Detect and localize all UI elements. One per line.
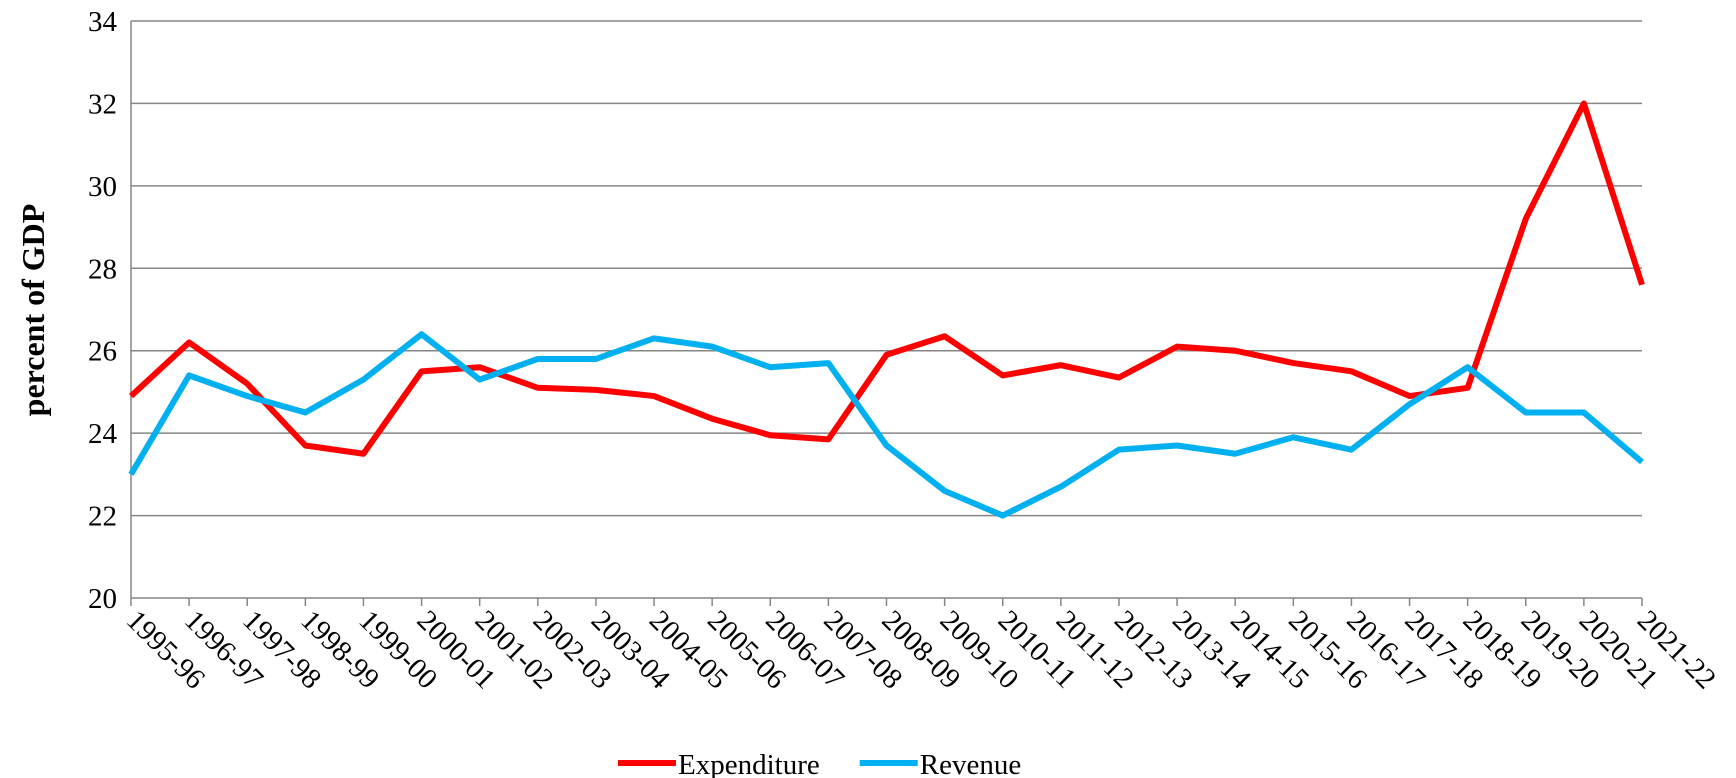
y-tick-label: 30 bbox=[88, 171, 117, 203]
y-tick-label: 28 bbox=[88, 253, 117, 285]
y-tick-label: 20 bbox=[88, 583, 117, 615]
y-tick-label: 32 bbox=[88, 88, 117, 120]
series-line bbox=[128, 100, 1645, 457]
legend-label: Expenditure bbox=[678, 749, 820, 778]
y-tick-label: 24 bbox=[88, 418, 118, 450]
legend-label: Revenue bbox=[920, 749, 1021, 778]
series-line bbox=[128, 331, 1644, 519]
y-tick-label: 26 bbox=[88, 336, 117, 368]
y-axis-label: percent of GDP bbox=[15, 204, 51, 417]
y-tick-label: 34 bbox=[88, 6, 118, 38]
y-tick-label: 22 bbox=[88, 501, 117, 533]
